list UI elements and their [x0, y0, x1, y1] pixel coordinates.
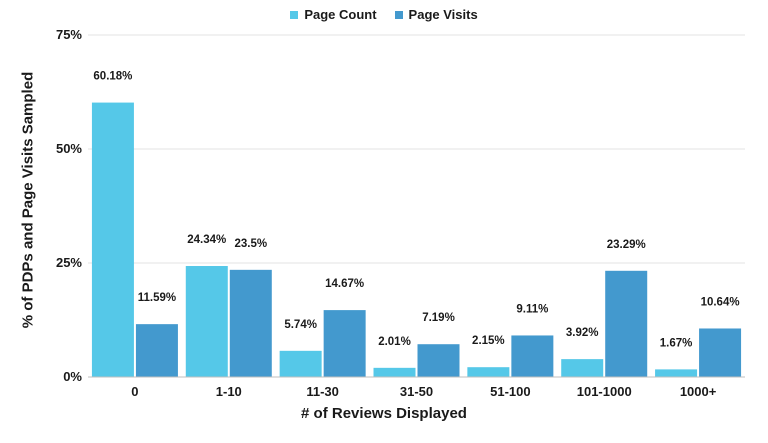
- bar-page-visits-5: [605, 270, 648, 377]
- legend-label-page-count: Page Count: [304, 7, 377, 22]
- data-label-page-visits-6: 10.64%: [701, 296, 740, 308]
- data-label-page-count-4: 2.15%: [472, 335, 505, 347]
- bar-page-visits-4: [511, 335, 554, 377]
- x-tick-label-0: 0: [131, 384, 138, 399]
- x-tick-label-1: 1-10: [216, 384, 242, 399]
- data-label-page-count-3: 2.01%: [378, 336, 411, 348]
- legend-swatch-page-count: [290, 10, 299, 19]
- y-tick-label-50: 50%: [56, 141, 82, 156]
- data-label-page-count-1: 24.34%: [187, 234, 226, 246]
- bar-page-count-5: [561, 359, 604, 377]
- bar-page-visits-6: [699, 328, 742, 377]
- data-label-page-visits-4: 9.11%: [516, 303, 548, 315]
- x-tick-label-6: 1000+: [680, 384, 717, 399]
- data-label-page-count-5: 3.92%: [566, 327, 599, 339]
- legend-item-page-count: Page Count: [290, 7, 377, 22]
- y-tick-label-25: 25%: [56, 255, 82, 270]
- bar-page-visits-0: [135, 324, 178, 377]
- bar-page-count-0: [91, 102, 134, 378]
- x-tick-label-5: 101-1000: [577, 384, 632, 399]
- x-tick-label-4: 51-100: [490, 384, 530, 399]
- data-label-page-count-0: 60.18%: [93, 71, 132, 83]
- y-tick-label-0: 0%: [63, 369, 82, 384]
- bar-page-count-3: [373, 367, 416, 377]
- x-tick-label-3: 31-50: [400, 384, 433, 399]
- legend-label-page-visits: Page Visits: [408, 7, 478, 22]
- legend: Page Count Page Visits: [0, 7, 768, 22]
- data-label-page-visits-1: 23.5%: [234, 238, 267, 250]
- bar-page-count-1: [185, 266, 228, 377]
- data-label-page-visits-3: 7.19%: [422, 312, 455, 324]
- x-axis-label: # of Reviews Displayed: [301, 405, 467, 422]
- data-label-page-count-6: 1.67%: [660, 337, 693, 349]
- bar-page-visits-2: [323, 310, 366, 377]
- legend-swatch-page-visits: [394, 10, 403, 19]
- data-label-page-visits-2: 14.67%: [325, 278, 364, 290]
- data-label-page-visits-0: 11.59%: [138, 292, 176, 304]
- data-label-page-visits-5: 23.29%: [607, 239, 646, 251]
- bar-page-count-6: [655, 369, 698, 377]
- data-label-page-count-2: 5.74%: [284, 319, 317, 331]
- bar-page-count-2: [279, 350, 322, 377]
- bar-page-visits-3: [417, 344, 460, 377]
- y-tick-label-75: 75%: [56, 27, 82, 42]
- legend-item-page-visits: Page Visits: [394, 7, 478, 22]
- bar-page-visits-1: [229, 269, 272, 377]
- bar-page-count-4: [467, 367, 510, 377]
- x-tick-label-2: 11-30: [306, 384, 339, 399]
